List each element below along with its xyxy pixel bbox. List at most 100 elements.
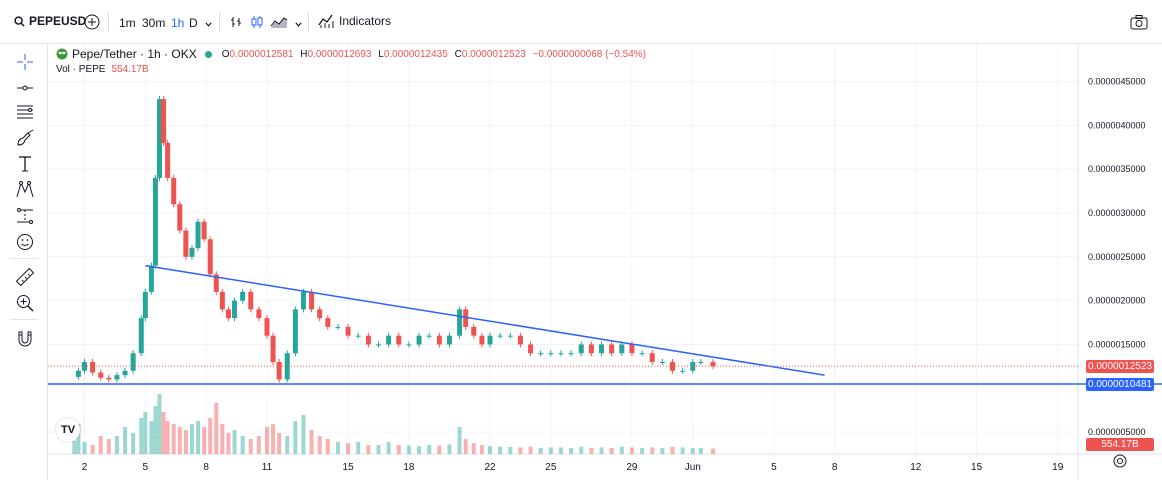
candle bbox=[375, 344, 381, 346]
interval-dropdown[interactable] bbox=[204, 16, 213, 34]
candle bbox=[578, 344, 584, 354]
area-chart-style-button[interactable] bbox=[270, 15, 288, 34]
candle bbox=[690, 361, 696, 371]
volume-bar bbox=[76, 424, 81, 454]
candle bbox=[138, 318, 144, 354]
compare-symbol-button[interactable] bbox=[84, 14, 100, 35]
interval-d[interactable]: D bbox=[189, 16, 198, 30]
bar-chart-style-button[interactable] bbox=[229, 15, 243, 34]
candle bbox=[619, 344, 625, 354]
symbol-label: PEPEUSD bbox=[29, 14, 87, 28]
volume-bar bbox=[189, 424, 194, 454]
bar-chart-icon bbox=[231, 17, 241, 27]
trend-line-tool[interactable] bbox=[14, 77, 36, 99]
zoom-in-tool[interactable] bbox=[14, 292, 36, 314]
x-tick-label: 25 bbox=[545, 462, 557, 473]
candle bbox=[106, 377, 112, 380]
emoji-tool[interactable] bbox=[14, 231, 36, 253]
interval-1m[interactable]: 1m bbox=[119, 16, 136, 30]
volume-bar bbox=[471, 443, 476, 454]
volume-bar bbox=[406, 445, 411, 454]
candle bbox=[264, 318, 270, 336]
interval-1h[interactable]: 1h bbox=[171, 16, 185, 30]
volume-bar bbox=[711, 448, 716, 454]
x-tick-label: 29 bbox=[626, 462, 638, 473]
volume-value: 554.17B bbox=[111, 64, 149, 75]
candle bbox=[189, 248, 195, 257]
symbol-search[interactable]: PEPEUSD bbox=[14, 14, 86, 28]
volume-bar bbox=[335, 442, 340, 454]
chart-area[interactable]: 0.0000045000 0.0000040000 0.0000035000 0.00… bbox=[48, 44, 1162, 480]
candle bbox=[609, 344, 615, 354]
open-value: 0.0000012581 bbox=[229, 48, 294, 60]
volume-bar bbox=[82, 442, 87, 454]
magnet-tool[interactable] bbox=[14, 328, 36, 350]
candle bbox=[225, 309, 231, 319]
brush-tool[interactable] bbox=[14, 127, 36, 149]
plus-circle-icon bbox=[84, 14, 100, 30]
fib-tool[interactable] bbox=[14, 101, 36, 123]
y-tick-label: 0.0000020000 bbox=[1088, 296, 1146, 306]
candle bbox=[142, 291, 148, 319]
fib-icon bbox=[17, 105, 33, 119]
candle bbox=[207, 239, 213, 275]
interval-30m[interactable]: 30m bbox=[142, 16, 166, 30]
volume-bar bbox=[183, 430, 188, 454]
text-tool[interactable] bbox=[14, 153, 36, 175]
chart-settings-button[interactable] bbox=[1112, 453, 1128, 469]
pattern-tool[interactable] bbox=[14, 179, 36, 201]
crosshair-icon bbox=[17, 54, 33, 70]
candles-style-button[interactable] bbox=[250, 15, 264, 34]
volume-bar bbox=[589, 448, 594, 454]
separator bbox=[219, 12, 220, 32]
candle bbox=[365, 335, 371, 345]
separator bbox=[308, 12, 309, 32]
ruler-tool[interactable] bbox=[14, 266, 36, 288]
camera-icon bbox=[1130, 15, 1148, 30]
volume-bar bbox=[293, 421, 298, 454]
volume-bar bbox=[220, 424, 225, 454]
text-icon bbox=[19, 156, 31, 172]
candle bbox=[538, 353, 544, 355]
crosshair-tool[interactable] bbox=[14, 51, 36, 73]
chart-style-dropdown[interactable] bbox=[294, 16, 303, 34]
candle bbox=[568, 353, 574, 355]
volume-bar bbox=[386, 442, 391, 454]
volume-bar bbox=[437, 445, 442, 454]
candle bbox=[497, 335, 503, 337]
candle bbox=[248, 291, 254, 310]
y-tick-label: 0.0000015000 bbox=[1088, 339, 1146, 349]
tradingview-logo[interactable]: TV bbox=[56, 418, 80, 442]
pattern-icon bbox=[16, 181, 34, 198]
search-icon bbox=[14, 15, 25, 27]
volume-bar bbox=[498, 446, 503, 454]
measure-tool[interactable] bbox=[14, 205, 36, 227]
price-chart[interactable]: 0.0000045000 0.0000040000 0.0000035000 0.00… bbox=[48, 44, 1162, 480]
candle bbox=[345, 326, 351, 336]
x-tick-label: 19 bbox=[1052, 462, 1064, 473]
measure-icon bbox=[17, 208, 33, 224]
volume-bar bbox=[558, 447, 563, 454]
volume-bar bbox=[680, 447, 685, 454]
candle bbox=[548, 353, 554, 355]
volume-bar bbox=[690, 448, 695, 454]
volume-bar bbox=[264, 427, 269, 454]
candle bbox=[219, 291, 225, 310]
chevron-down-icon bbox=[295, 22, 302, 27]
indicators-button[interactable]: Indicators bbox=[318, 13, 391, 29]
volume-bar bbox=[72, 440, 77, 454]
x-tick-label: 2 bbox=[82, 462, 88, 473]
indicators-label: Indicators bbox=[339, 14, 392, 28]
x-tick-label: 5 bbox=[771, 462, 777, 473]
volume-bar bbox=[196, 421, 201, 454]
candle bbox=[416, 335, 422, 345]
close-value: 0.0000012523 bbox=[461, 48, 526, 60]
screenshot-button[interactable] bbox=[1130, 14, 1148, 35]
candle bbox=[528, 344, 534, 354]
area-chart-icon bbox=[270, 17, 288, 28]
x-tick-label: 18 bbox=[403, 462, 415, 473]
candle bbox=[471, 326, 477, 336]
volume-bar bbox=[356, 442, 361, 454]
volume-bar bbox=[508, 446, 513, 454]
y-tick-label: 0.0000025000 bbox=[1088, 252, 1146, 262]
